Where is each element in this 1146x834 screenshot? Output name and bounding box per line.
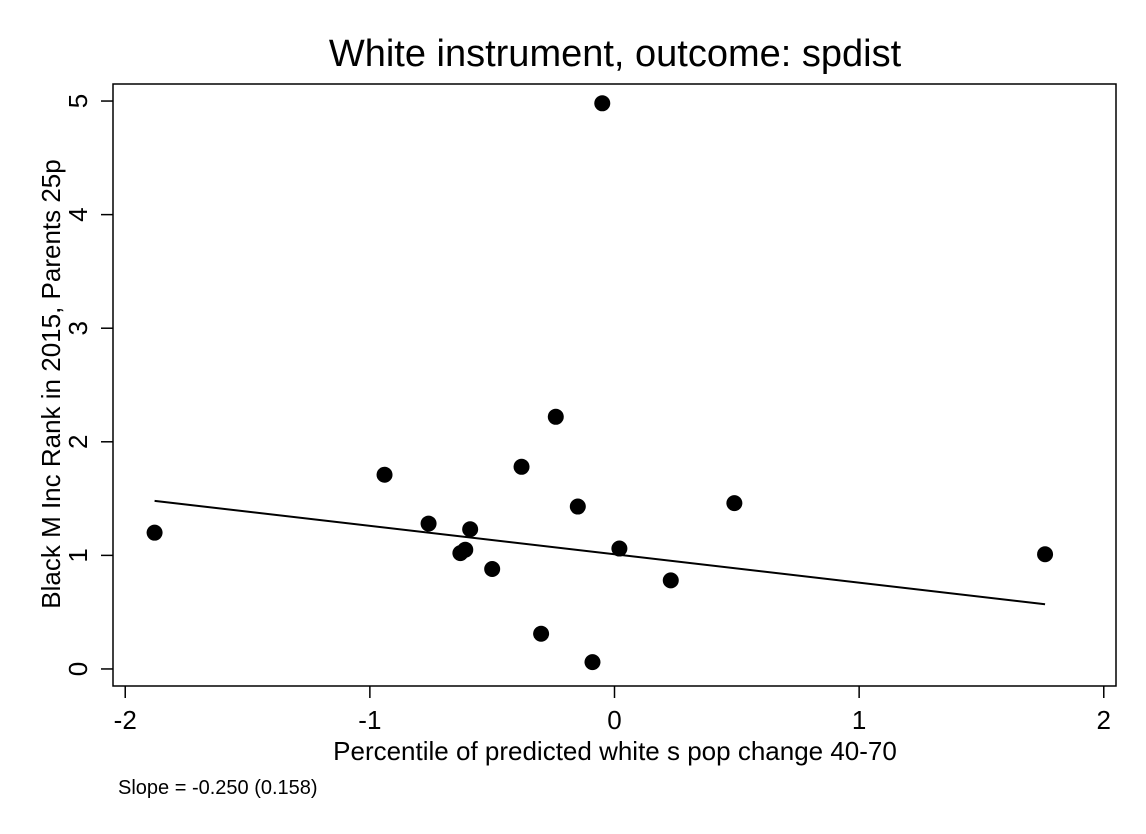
data-point: [611, 540, 628, 557]
data-point: [457, 541, 474, 558]
data-point: [462, 521, 479, 538]
y-tick-label: 5: [63, 94, 93, 108]
data-point: [584, 654, 601, 671]
data-point: [569, 498, 586, 515]
x-axis-label: Percentile of predicted white s pop chan…: [333, 736, 897, 766]
y-tick-label: 0: [63, 662, 93, 676]
data-point: [484, 561, 501, 578]
data-point: [1037, 546, 1054, 563]
data-point: [662, 572, 679, 589]
data-point: [376, 466, 393, 483]
data-points: [146, 95, 1054, 671]
slope-note: Slope = -0.250 (0.158): [118, 777, 318, 799]
data-point: [513, 458, 530, 475]
data-point: [594, 95, 611, 112]
x-tick-label: -1: [358, 705, 381, 735]
data-point: [146, 524, 163, 541]
y-axis-label: Black M Inc Rank in 2015, Parents 25p: [36, 159, 66, 608]
fit-line-layer: [154, 499, 1046, 606]
data-point: [533, 625, 550, 642]
data-point: [420, 515, 437, 532]
y-axis: 0 1 2 3 4 5: [63, 94, 113, 676]
y-tick-label: 2: [63, 435, 93, 449]
x-tick-label: 0: [607, 705, 621, 735]
y-tick-label: 1: [63, 548, 93, 562]
chart-title: White instrument, outcome: spdist: [329, 33, 902, 75]
data-point: [547, 408, 564, 425]
x-tick-label: 2: [1097, 705, 1111, 735]
x-axis: -2 -1 0 1 2: [114, 686, 1111, 735]
y-tick-label: 4: [63, 207, 93, 221]
fit-line: [154, 499, 1046, 606]
data-point: [726, 495, 743, 512]
x-tick-label: 1: [852, 705, 866, 735]
x-tick-label: -2: [114, 705, 137, 735]
y-tick-label: 3: [63, 321, 93, 335]
